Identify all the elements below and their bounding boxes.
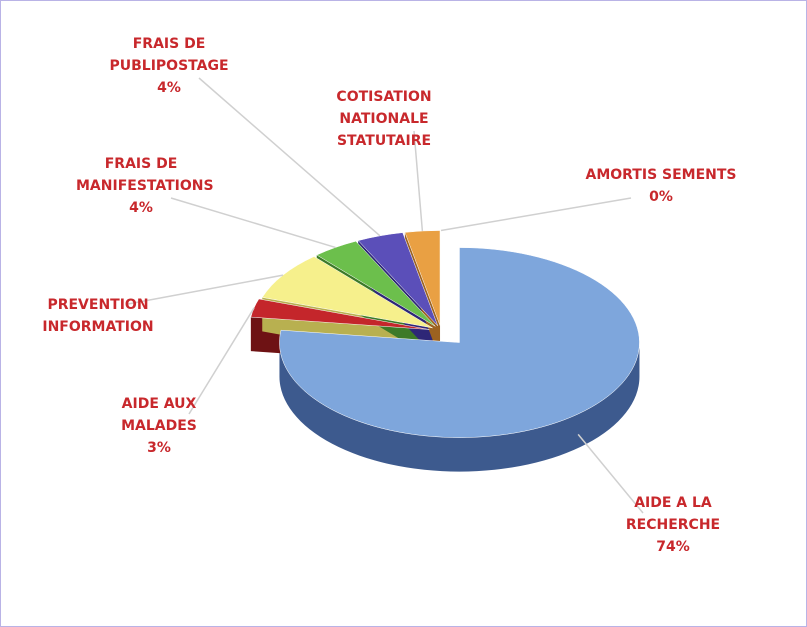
category-name: AMORTIS SEMENTS bbox=[585, 167, 737, 183]
pie-slice bbox=[357, 232, 439, 326]
pie-slice bbox=[279, 247, 640, 438]
category-name: FRAIS DE MANIFESTATIONS bbox=[76, 156, 214, 194]
category-name: FRAIS DE PUBLIPOSTAGE bbox=[109, 36, 229, 74]
value-label: 4% bbox=[129, 200, 153, 216]
slice-side bbox=[279, 342, 640, 472]
leader-line bbox=[577, 433, 644, 514]
value-label: 4% bbox=[157, 80, 181, 96]
leader-line bbox=[127, 274, 284, 305]
slice-label: FRAIS DE PUBLIPOSTAGE 4% bbox=[104, 33, 234, 99]
slice-label: PREVENTION INFORMATION bbox=[23, 294, 173, 338]
slice-tops bbox=[250, 230, 640, 438]
leader-line bbox=[440, 197, 632, 232]
leader-line bbox=[188, 307, 255, 415]
slice-label: COTISATION NATIONALE STATUTAIRE bbox=[319, 86, 449, 152]
leader-line bbox=[198, 77, 381, 237]
value-label: 0% bbox=[649, 189, 673, 205]
slice-label: AIDE AUX MALADES 3% bbox=[94, 393, 224, 459]
leader-line bbox=[413, 130, 424, 232]
pie-slice bbox=[316, 240, 436, 327]
slice-label: AIDE A LA RECHERCHE 74% bbox=[608, 492, 738, 558]
leader-lines bbox=[127, 77, 644, 514]
category-name: AIDE A LA RECHERCHE bbox=[625, 495, 721, 533]
pie-slice bbox=[261, 256, 433, 329]
leader-line bbox=[170, 197, 336, 249]
value-label: 74% bbox=[656, 539, 690, 555]
slice-label: AMORTIS SEMENTS 0% bbox=[561, 164, 761, 208]
value-label: 3% bbox=[147, 440, 171, 456]
slice-label: FRAIS DE MANIFESTATIONS 4% bbox=[76, 153, 214, 219]
category-name: AIDE AUX MALADES bbox=[121, 396, 197, 434]
category-name: COTISATION NATIONALE STATUTAIRE bbox=[336, 89, 432, 149]
category-name: PREVENTION INFORMATION bbox=[42, 297, 154, 335]
